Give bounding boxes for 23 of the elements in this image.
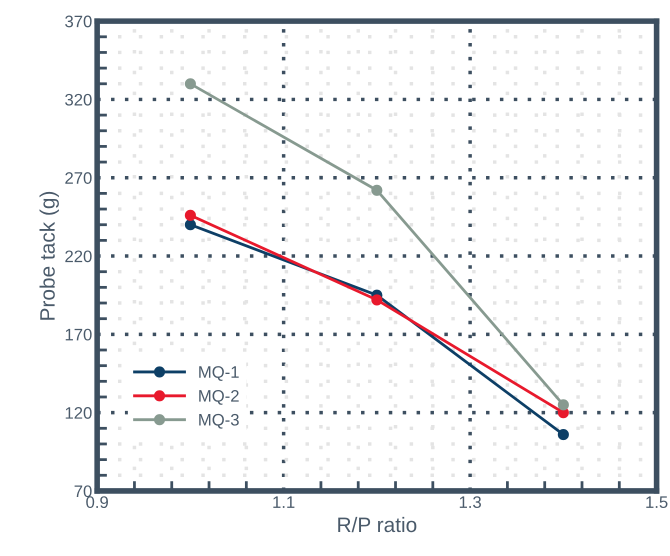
legend-label: MQ-3 <box>199 414 239 429</box>
x-tick-label: 1.3 <box>460 496 481 508</box>
y-tick-label: 220 <box>65 250 92 262</box>
point <box>371 184 382 196</box>
y-tick-label: 120 <box>66 407 92 419</box>
y-tick-label: 170 <box>66 328 92 341</box>
x-axis-title: R/P ratio <box>338 516 416 532</box>
y-tick-label: 320 <box>65 94 92 106</box>
point <box>184 219 196 230</box>
point <box>184 78 196 90</box>
point <box>558 429 569 440</box>
point <box>371 294 382 306</box>
point <box>558 399 569 410</box>
x-tick-label: 0.9 <box>86 496 108 508</box>
y-tick-label: 70 <box>74 485 92 498</box>
legend-label: MQ-1 <box>199 366 239 381</box>
legend-label: MQ-2 <box>199 390 239 405</box>
y-tick-label: 370 <box>65 16 92 28</box>
point <box>184 210 196 221</box>
x-tick-label: 1.1 <box>273 496 294 508</box>
y-tick-label: 270 <box>65 172 92 184</box>
x-tick-label: 1.5 <box>646 496 668 508</box>
y-axis-title: Probe tack (g) <box>40 192 59 320</box>
